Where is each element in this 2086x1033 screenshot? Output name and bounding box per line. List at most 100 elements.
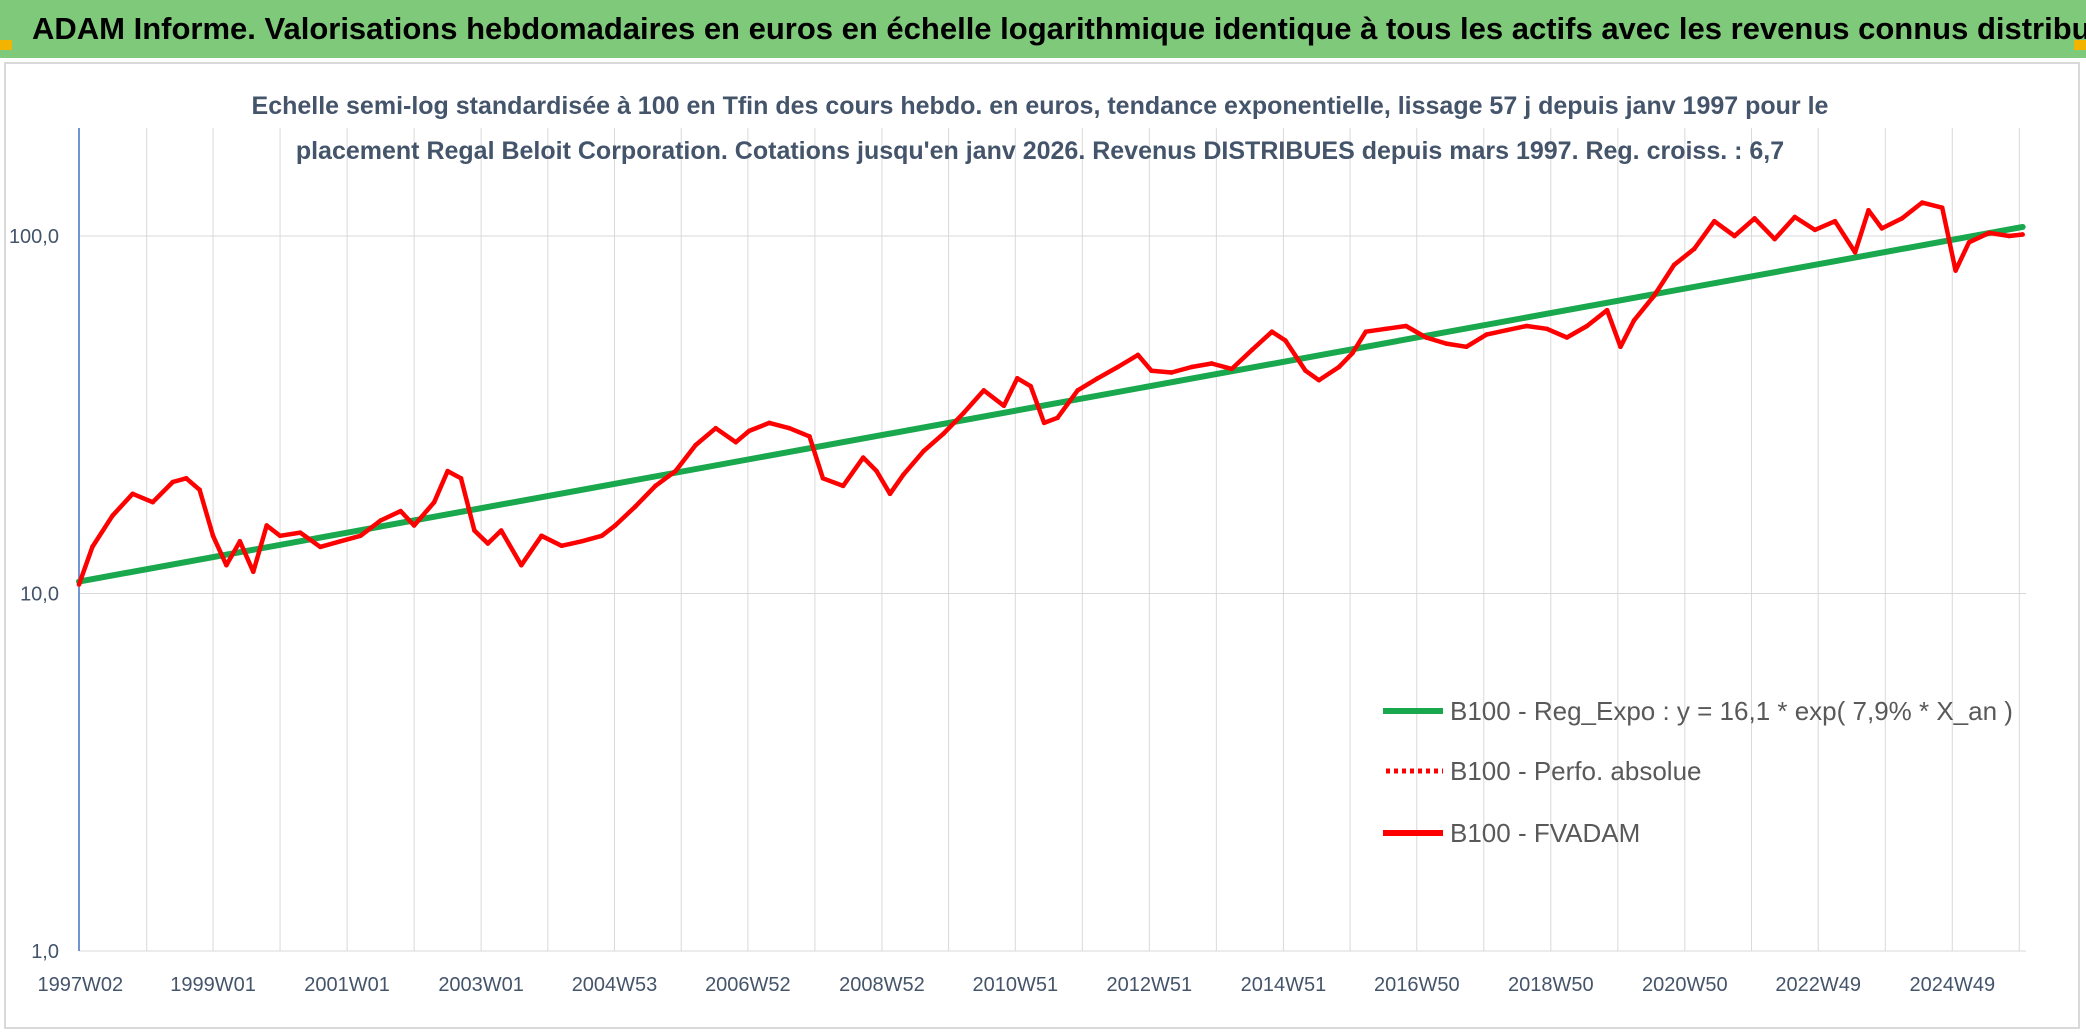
series-point-fvadam	[317, 544, 323, 550]
report-banner-title: ADAM Informe. Valorisations hebdomadaire…	[32, 11, 2086, 46]
series-point-fvadam	[1189, 364, 1194, 370]
chart-subtitle-line-1: Echelle semi-log standardisée à 100 en T…	[252, 92, 1829, 120]
x-tick-label: 2003W01	[438, 974, 524, 996]
chart-grid	[79, 128, 2026, 952]
series-point-fvadam	[921, 448, 926, 454]
corner-marker-top-left	[0, 40, 12, 50]
series-point-fvadam	[1249, 347, 1255, 353]
series-point-fvadam	[498, 528, 504, 533]
series-layer	[76, 200, 2026, 587]
series-point-fvadam	[1075, 388, 1080, 393]
series-point-fvadam	[1752, 216, 1757, 221]
series-point-fvadam	[941, 431, 946, 436]
series-point-fvadam	[1712, 218, 1717, 224]
x-tick-label: 2004W53	[572, 974, 658, 996]
series-point-fvadam	[746, 428, 752, 434]
x-tick-label: 1997W02	[38, 974, 124, 996]
series-point-fvadam	[539, 533, 544, 539]
series-point-fvadam	[1879, 226, 1885, 231]
series-point-fvadam	[901, 472, 906, 477]
series-point-fvadam	[1041, 420, 1047, 426]
series-point-fvadam	[197, 487, 202, 493]
series-point-fvadam	[981, 388, 987, 393]
series-point-fvadam	[1651, 293, 1657, 299]
series-point-fvadam	[1671, 262, 1677, 268]
legend-label-fvadam: B100 - FVADAM	[1450, 818, 1640, 848]
series-point-fvadam	[713, 425, 719, 431]
series-point-fvadam	[1209, 361, 1214, 366]
series-point-fvadam	[1464, 344, 1469, 350]
series-point-fvadam	[1939, 205, 1945, 210]
series-point-fvadam	[2020, 232, 2025, 237]
series-point-fvadam	[1832, 218, 1838, 224]
series-point-fvadam	[378, 518, 383, 523]
x-tick-label: 2001W01	[304, 974, 390, 996]
series-point-fvadam	[237, 538, 243, 544]
series-point-fvadam	[599, 533, 605, 539]
x-tick-label: 2014W51	[1241, 974, 1327, 996]
series-point-fvadam	[90, 544, 95, 550]
series-point-fvadam	[1852, 250, 1858, 255]
series-point-fvadam	[210, 533, 216, 539]
series-point-fvadam	[1504, 327, 1509, 333]
series-point-fvadam	[1229, 366, 1235, 372]
series-point-fvadam	[653, 483, 658, 489]
x-tick-label: 2010W51	[972, 974, 1058, 996]
series-point-fvadam	[1055, 415, 1060, 421]
series-point-fvadam	[1383, 326, 1389, 332]
y-tick-label: 10,0	[20, 584, 59, 606]
legend-label-perfo: B100 - Perfo. absolue	[1450, 756, 1702, 786]
series-point-fvadam	[224, 562, 229, 568]
series-point-fvadam	[1403, 323, 1409, 329]
legend-label-trend: B100 - Reg_Expo : y = 16,1 * exp( 7,9% *…	[1450, 696, 2013, 726]
series-point-fvadam	[519, 562, 524, 568]
series-point-fvadam	[1919, 200, 1925, 205]
x-tick-label: 2018W50	[1508, 974, 1594, 996]
series-point-fvadam	[1095, 375, 1101, 381]
x-tick-label: 2022W49	[1775, 974, 1861, 996]
series-point-fvadam	[1336, 364, 1342, 370]
series-point-fvadam	[150, 499, 156, 505]
series-point-fvadam	[1986, 230, 1992, 236]
series-point-fvadam	[130, 491, 135, 497]
series-line-trend	[76, 223, 2026, 585]
series-point-fvadam	[338, 538, 343, 544]
series-point-fvadam	[264, 523, 269, 528]
corner-marker-top-right	[2074, 40, 2086, 50]
series-point-fvadam	[1269, 329, 1275, 334]
y-tick-label: 1,0	[31, 941, 59, 963]
series-point-fvadam	[445, 468, 450, 474]
series-line-fvadam	[76, 200, 2023, 586]
series-point-fvadam	[1732, 233, 1737, 239]
series-point-fvadam	[1899, 216, 1905, 221]
series-point-fvadam	[183, 476, 189, 481]
series-point-fvadam	[1001, 403, 1007, 409]
series-point-fvadam	[840, 483, 846, 489]
series-point-fvadam	[632, 504, 638, 509]
series-point-fvadam	[1953, 268, 1958, 273]
series-point-fvadam	[1135, 352, 1141, 358]
series-point-fvadam	[874, 468, 879, 474]
report-banner: ADAM Informe. Valorisations hebdomadaire…	[0, 0, 2086, 58]
series-point-fvadam	[411, 523, 417, 528]
series-point-fvadam	[358, 533, 363, 539]
series-point-fvadam	[1443, 341, 1449, 346]
series-point-fvadam	[579, 538, 584, 544]
series-point-fvadam	[458, 476, 464, 481]
series-point-fvadam	[76, 582, 82, 587]
series-point-fvadam	[1484, 332, 1489, 337]
series-point-fvadam	[693, 442, 698, 448]
series-point-fvadam	[1618, 344, 1623, 350]
x-tick-label: 2016W50	[1374, 974, 1460, 996]
x-tick-label: 2012W51	[1107, 974, 1193, 996]
series-point-fvadam	[887, 491, 893, 497]
series-point-fvadam	[733, 439, 739, 445]
series-point-fvadam	[1866, 208, 1871, 213]
series-point-fvadam	[277, 533, 283, 539]
series-point-fvadam	[2006, 233, 2012, 239]
legend[interactable]: B100 - Reg_Expo : y = 16,1 * exp( 7,9% *…	[1383, 696, 2013, 848]
series-point-fvadam	[1564, 335, 1570, 340]
series-point-fvadam	[1584, 323, 1590, 329]
series-point-fvadam	[1283, 338, 1288, 343]
series-point-fvadam	[767, 420, 772, 426]
